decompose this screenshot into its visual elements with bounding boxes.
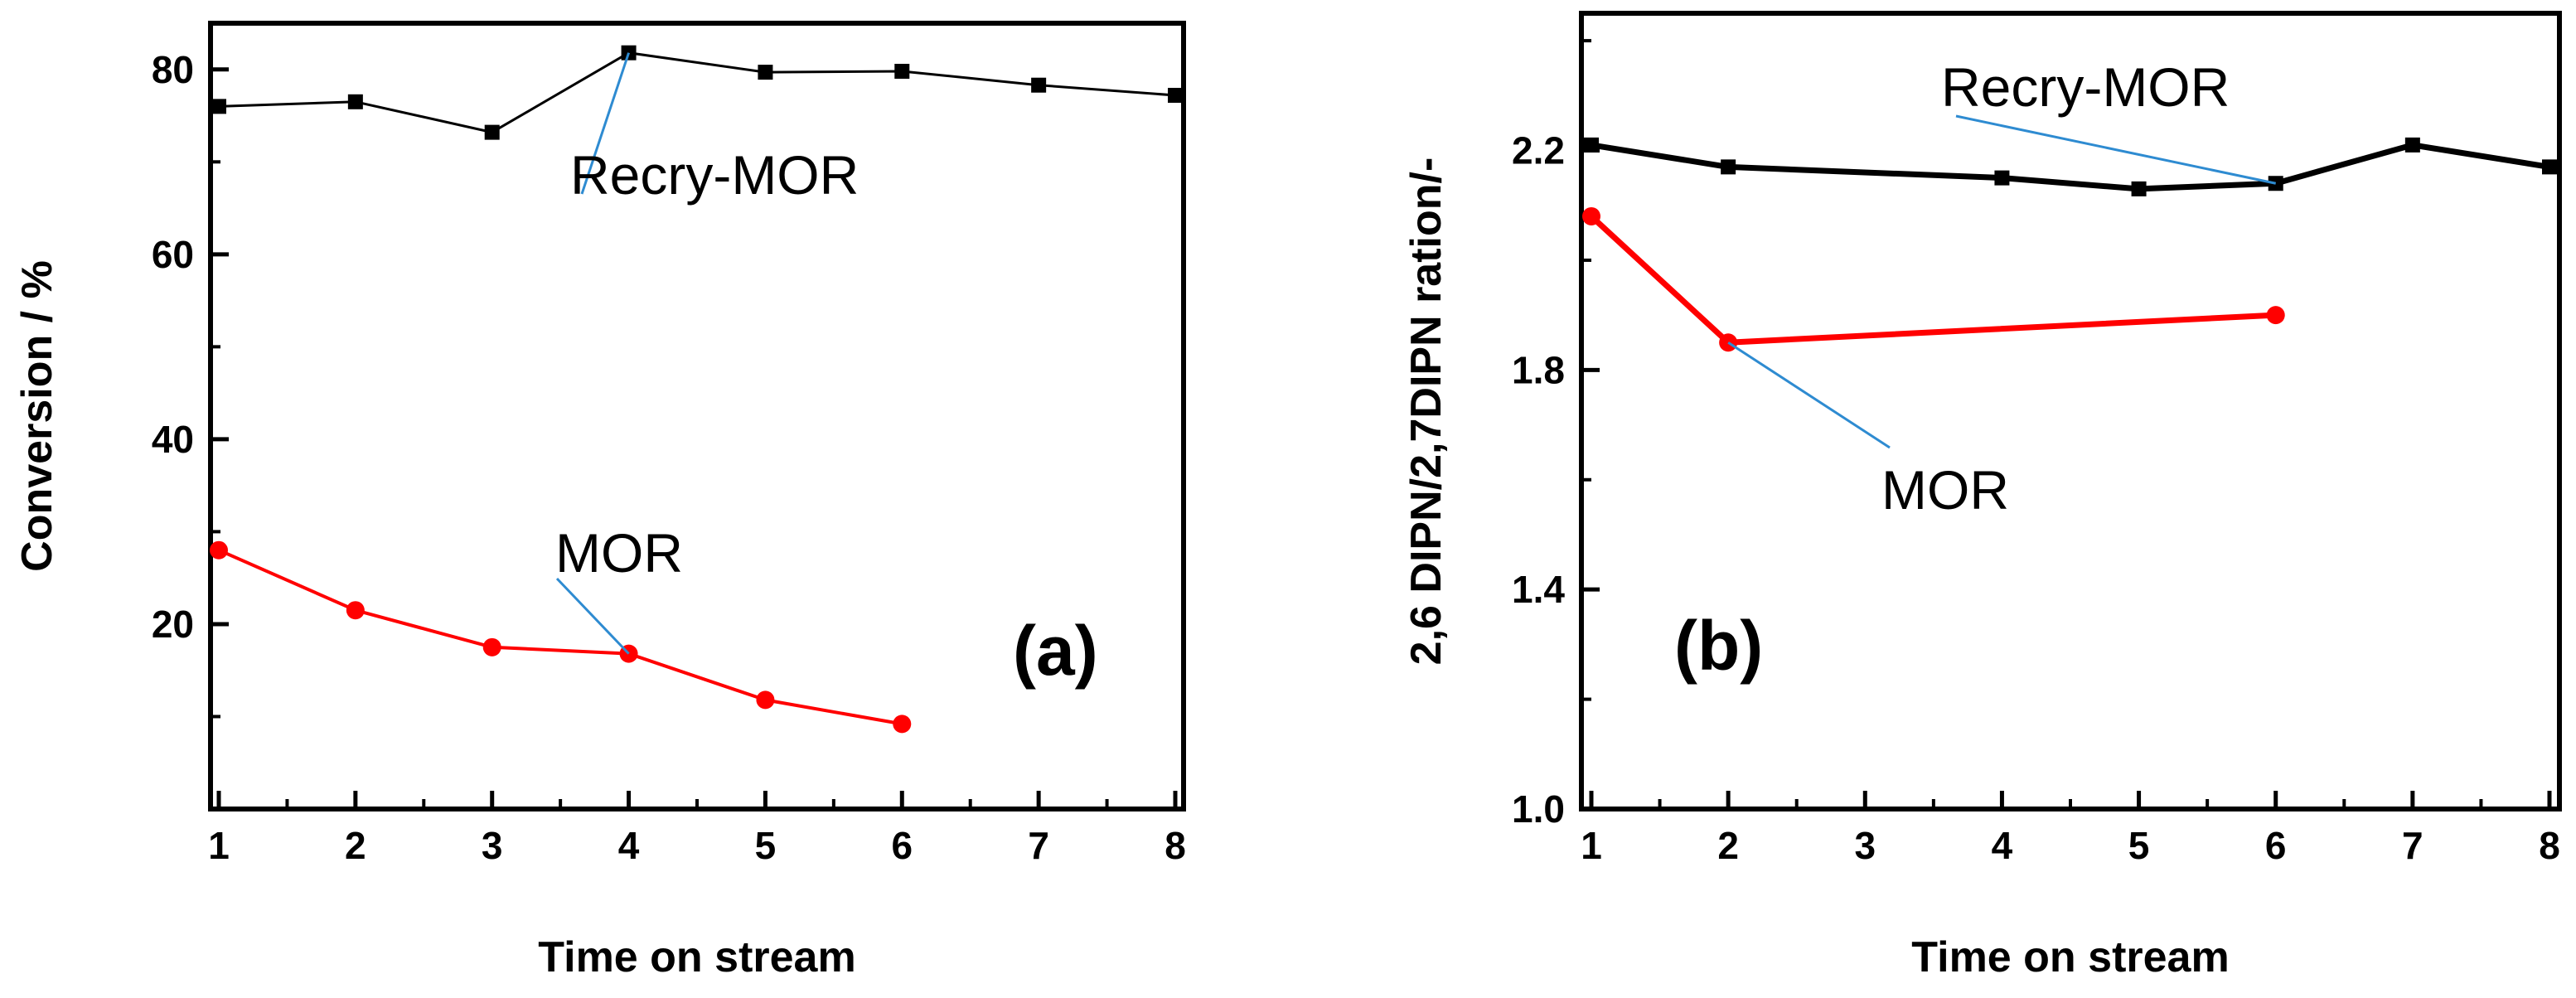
annotation-leader	[1955, 114, 2277, 185]
x-axis-title: Time on stream	[538, 933, 855, 981]
x-tick-label: 8	[1165, 824, 1186, 867]
x-tick-label: 7	[1028, 824, 1049, 867]
panel-a-chart: 1 2 3 4 5 6 7 8 20 40 60 80 Time on stream Conversion…	[13, 21, 1186, 981]
y-tick-label: 20	[152, 603, 194, 646]
annotation-leader	[1727, 341, 1891, 449]
series-line-mor	[218, 548, 903, 726]
data-point-recry-mor	[2404, 137, 2420, 153]
data-point-recry-mor	[621, 45, 637, 61]
x-tick-label: 8	[2539, 824, 2560, 867]
series-line-recry-mor	[218, 51, 1176, 134]
data-point-mor	[210, 540, 228, 560]
data-point-recry-mor	[2542, 159, 2557, 175]
x-tick-label: 7	[2402, 824, 2423, 867]
x-tick-label: 6	[2265, 824, 2287, 867]
data-point-recry-mor	[211, 99, 226, 114]
annotation-leader	[580, 52, 630, 195]
x-tick-label: 3	[1854, 824, 1876, 867]
x-tick-label: 4	[618, 824, 640, 867]
y-tick-label: 40	[152, 418, 194, 461]
panel-b-chart: 1 2 3 4 5 6 7 8 1.0 1.4 1.8 2.2 Time on stream 2,6 DI…	[1402, 11, 2562, 981]
annotation-leader	[555, 577, 630, 655]
x-tick-label: 2	[345, 824, 366, 867]
x-tick-label: 5	[2128, 824, 2150, 867]
data-point-recry-mor	[484, 124, 500, 140]
y-tick-label: 2.2	[1512, 129, 1565, 172]
data-point-recry-mor	[894, 63, 910, 79]
y-tick-label: 1.8	[1512, 348, 1565, 391]
data-point-recry-mor	[1994, 170, 2010, 186]
series-line-mor	[1589, 214, 2276, 346]
data-point-recry-mor	[1031, 77, 1047, 93]
x-tick-label: 2	[1717, 824, 1739, 867]
x-axis-title: Time on stream	[1911, 933, 2229, 981]
data-point-recry-mor	[2131, 181, 2147, 196]
data-point-recry-mor	[1168, 87, 1183, 103]
annotation-label: MOR	[1881, 459, 2009, 521]
annotation-label: MOR	[555, 522, 683, 584]
data-point-mor	[756, 690, 775, 710]
y-tick-label: 80	[152, 48, 194, 91]
y-tick-label: 1.0	[1512, 787, 1565, 831]
data-point-mor	[482, 637, 501, 656]
y-tick-label: 60	[152, 233, 194, 276]
annotation-label: Recry-MOR	[1941, 56, 2230, 118]
x-tick-label: 1	[1581, 824, 1602, 867]
plot-frame	[208, 21, 1186, 811]
data-point-mor	[2266, 306, 2285, 325]
y-axis-title: 2,6 DIPN/2,7DIPN ration/-	[1402, 157, 1450, 666]
data-point-recry-mor	[1584, 137, 1599, 153]
data-point-recry-mor	[1721, 159, 1736, 175]
x-tick-label: 3	[482, 824, 503, 867]
data-point-mor	[1582, 206, 1600, 225]
x-tick-label: 4	[1992, 824, 2013, 867]
annotation-label: Recry-MOR	[570, 144, 859, 206]
data-point-mor	[346, 601, 365, 620]
x-tick-label: 1	[208, 824, 230, 867]
data-point-mor	[893, 715, 912, 734]
x-tick-label: 6	[891, 824, 913, 867]
data-point-recry-mor	[347, 94, 363, 109]
panel-label: (b)	[1674, 607, 1763, 685]
plot-frame	[1579, 11, 2562, 811]
data-point-recry-mor	[758, 65, 773, 80]
x-tick-label: 5	[755, 824, 777, 867]
y-tick-label: 1.4	[1512, 568, 1565, 611]
panel-label: (a)	[1013, 612, 1098, 690]
y-axis-title: Conversion / %	[13, 260, 61, 572]
